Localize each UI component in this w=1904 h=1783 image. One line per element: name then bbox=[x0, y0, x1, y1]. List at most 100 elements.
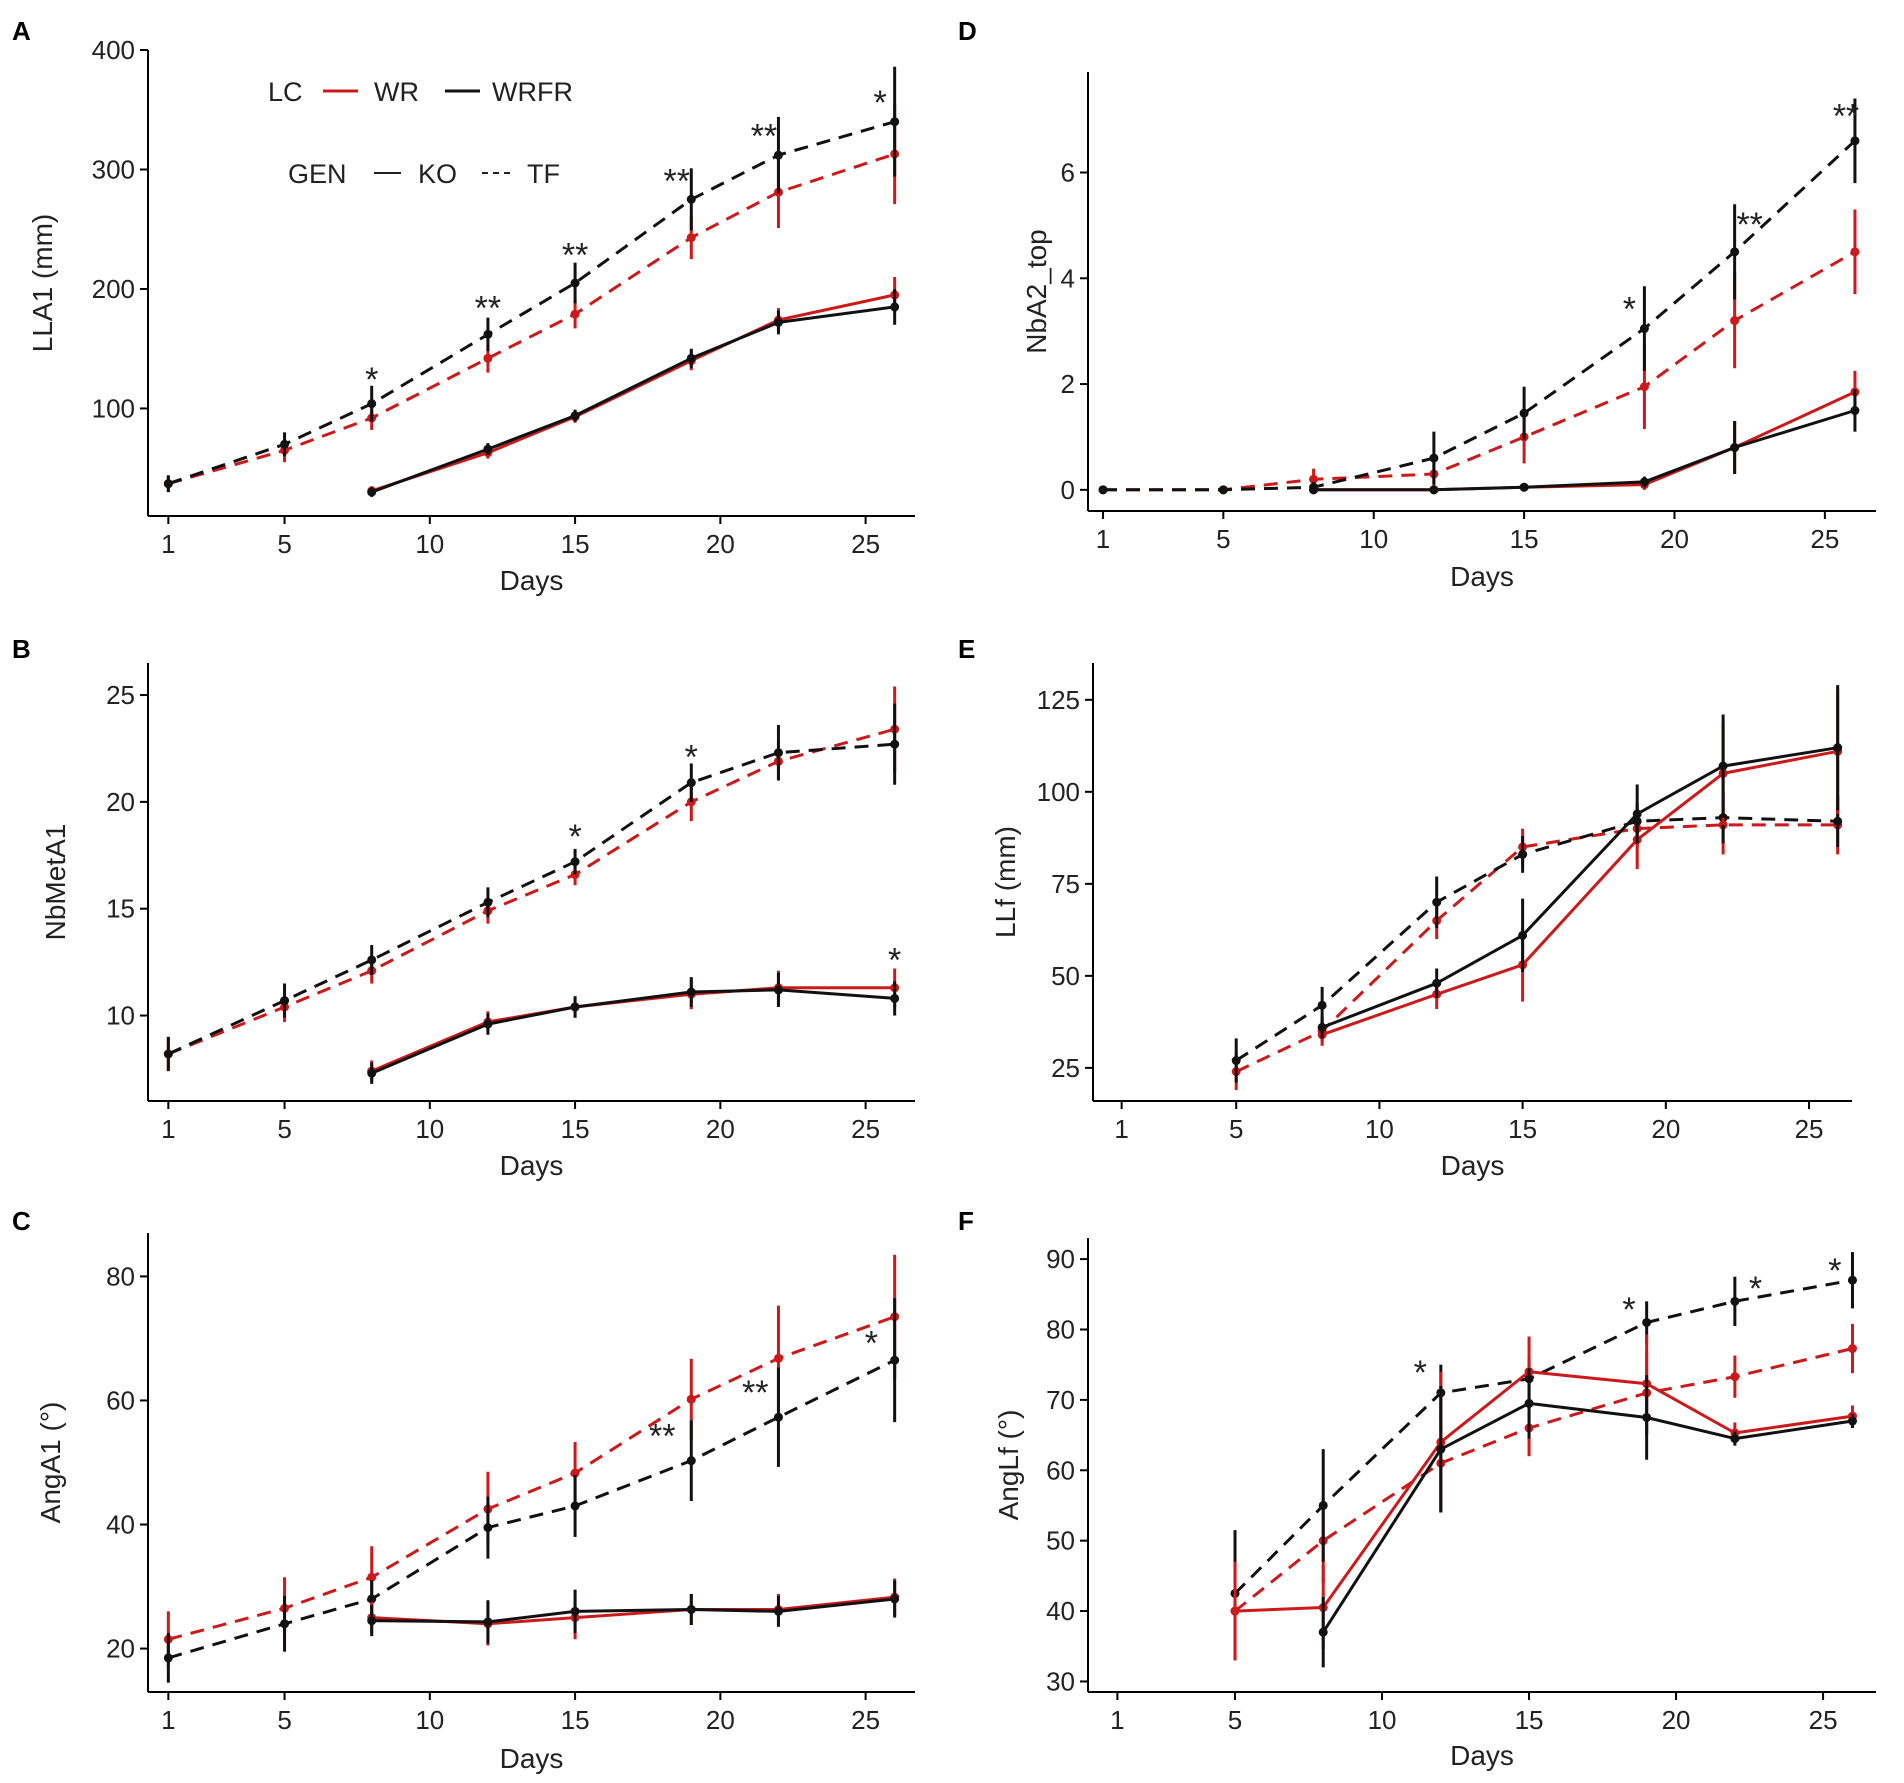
data-point bbox=[890, 993, 900, 1003]
legend: LC WR WRFR GEN KO TF bbox=[268, 77, 573, 189]
data-point bbox=[367, 1594, 377, 1604]
significance-mark: ** bbox=[751, 117, 777, 155]
data-point bbox=[1730, 1372, 1740, 1382]
legend-tf-label: TF bbox=[527, 159, 560, 189]
series-wr-tf-line bbox=[167, 152, 896, 486]
data-point bbox=[1429, 453, 1439, 463]
series-wrfr-ko-line bbox=[1321, 746, 1838, 1029]
data-point bbox=[773, 317, 783, 327]
data-point bbox=[1429, 485, 1439, 495]
x-axis-title: Days bbox=[1450, 561, 1514, 592]
data-point bbox=[1218, 485, 1228, 495]
data-point bbox=[1432, 897, 1442, 907]
data-point bbox=[483, 1617, 493, 1627]
series-wrfr-tf-line bbox=[167, 742, 895, 1056]
data-point bbox=[570, 411, 580, 421]
series-wrfr-ko bbox=[1309, 389, 1860, 495]
series-wrfr-tf-line bbox=[1103, 139, 1856, 492]
series-wrfr-ko bbox=[1318, 1368, 1857, 1668]
data-point bbox=[1730, 1296, 1740, 1306]
series-wr-ko-line bbox=[1321, 749, 1838, 1037]
data-point bbox=[1309, 474, 1319, 484]
y-tick-label: 20 bbox=[106, 787, 135, 817]
significance-mark: ** bbox=[649, 1417, 675, 1455]
x-tick-label: 5 bbox=[277, 529, 291, 559]
x-tick-label: 1 bbox=[1096, 524, 1110, 554]
data-point bbox=[1317, 1000, 1327, 1010]
significance-mark: * bbox=[874, 84, 887, 122]
x-tick-label: 5 bbox=[1229, 1114, 1243, 1144]
series-wr-tf bbox=[1098, 209, 1860, 495]
series-wrfr-tf bbox=[163, 1298, 900, 1683]
x-tick-label: 25 bbox=[851, 1705, 880, 1735]
data-point bbox=[483, 1019, 493, 1029]
y-tick-label: 400 bbox=[92, 35, 135, 65]
y-axis-title: AngA1 (°) bbox=[35, 1402, 66, 1524]
x-tick-label: 1 bbox=[1110, 1705, 1124, 1735]
y-axis-title: LLf (mm) bbox=[990, 826, 1021, 938]
x-axis-title: Days bbox=[500, 1150, 564, 1181]
data-point bbox=[1519, 408, 1529, 418]
data-point bbox=[483, 329, 493, 339]
data-point bbox=[1850, 247, 1860, 257]
y-tick-label: 6 bbox=[1061, 157, 1075, 187]
data-point bbox=[570, 857, 580, 867]
data-point bbox=[1432, 978, 1442, 988]
data-point bbox=[686, 1605, 696, 1615]
series-wrfr-ko-line bbox=[1321, 1401, 1853, 1634]
data-point bbox=[890, 739, 900, 749]
data-point bbox=[367, 1572, 377, 1582]
data-point bbox=[686, 987, 696, 997]
y-tick-label: 15 bbox=[106, 894, 135, 924]
y-tick-label: 0 bbox=[1061, 475, 1075, 505]
x-tick-label: 15 bbox=[561, 1114, 590, 1144]
x-tick-label: 10 bbox=[415, 1114, 444, 1144]
data-point bbox=[1318, 1627, 1328, 1637]
significance-mark: ** bbox=[1833, 98, 1859, 136]
data-point bbox=[570, 1501, 580, 1511]
data-point bbox=[163, 1049, 173, 1059]
x-tick-label: 10 bbox=[1365, 1114, 1394, 1144]
data-point bbox=[1730, 1434, 1740, 1444]
data-point bbox=[280, 996, 290, 1006]
significance-mark: * bbox=[365, 361, 378, 399]
significance-mark: * bbox=[1623, 291, 1636, 329]
data-point bbox=[686, 1456, 696, 1466]
series-wr-tf-line bbox=[1234, 1347, 1853, 1613]
data-point bbox=[686, 233, 696, 243]
data-point bbox=[686, 353, 696, 363]
y-tick-label: 60 bbox=[1046, 1455, 1075, 1485]
series-wr-ko bbox=[367, 968, 900, 1082]
x-tick-label: 20 bbox=[1651, 1114, 1680, 1144]
data-point bbox=[686, 194, 696, 204]
x-tick-label: 15 bbox=[1515, 1705, 1544, 1735]
series-wrfr-tf-line bbox=[167, 120, 896, 486]
data-point bbox=[1309, 485, 1319, 495]
x-tick-label: 10 bbox=[1359, 524, 1388, 554]
y-tick-label: 300 bbox=[92, 154, 135, 184]
x-tick-label: 10 bbox=[415, 1705, 444, 1735]
y-tick-label: 200 bbox=[92, 274, 135, 304]
series-wr-tf-line bbox=[167, 727, 896, 1056]
series-wrfr-ko-line bbox=[1313, 409, 1856, 492]
y-axis-title: LLA1 (mm) bbox=[27, 214, 58, 352]
y-tick-label: 60 bbox=[106, 1385, 135, 1415]
data-point bbox=[773, 748, 783, 758]
data-point bbox=[1639, 382, 1649, 392]
y-tick-label: 100 bbox=[92, 393, 135, 423]
series-wrfr-tf bbox=[1098, 98, 1860, 495]
data-point bbox=[1318, 1500, 1328, 1510]
data-point bbox=[1730, 316, 1740, 326]
y-tick-label: 25 bbox=[1051, 1053, 1080, 1083]
y-tick-label: 125 bbox=[1037, 685, 1080, 715]
significance-mark: * bbox=[888, 942, 901, 980]
x-tick-label: 15 bbox=[561, 529, 590, 559]
y-tick-label: 10 bbox=[106, 1001, 135, 1031]
significance-mark: * bbox=[1414, 1354, 1427, 1392]
data-point bbox=[570, 1002, 580, 1012]
x-tick-label: 25 bbox=[851, 1114, 880, 1144]
